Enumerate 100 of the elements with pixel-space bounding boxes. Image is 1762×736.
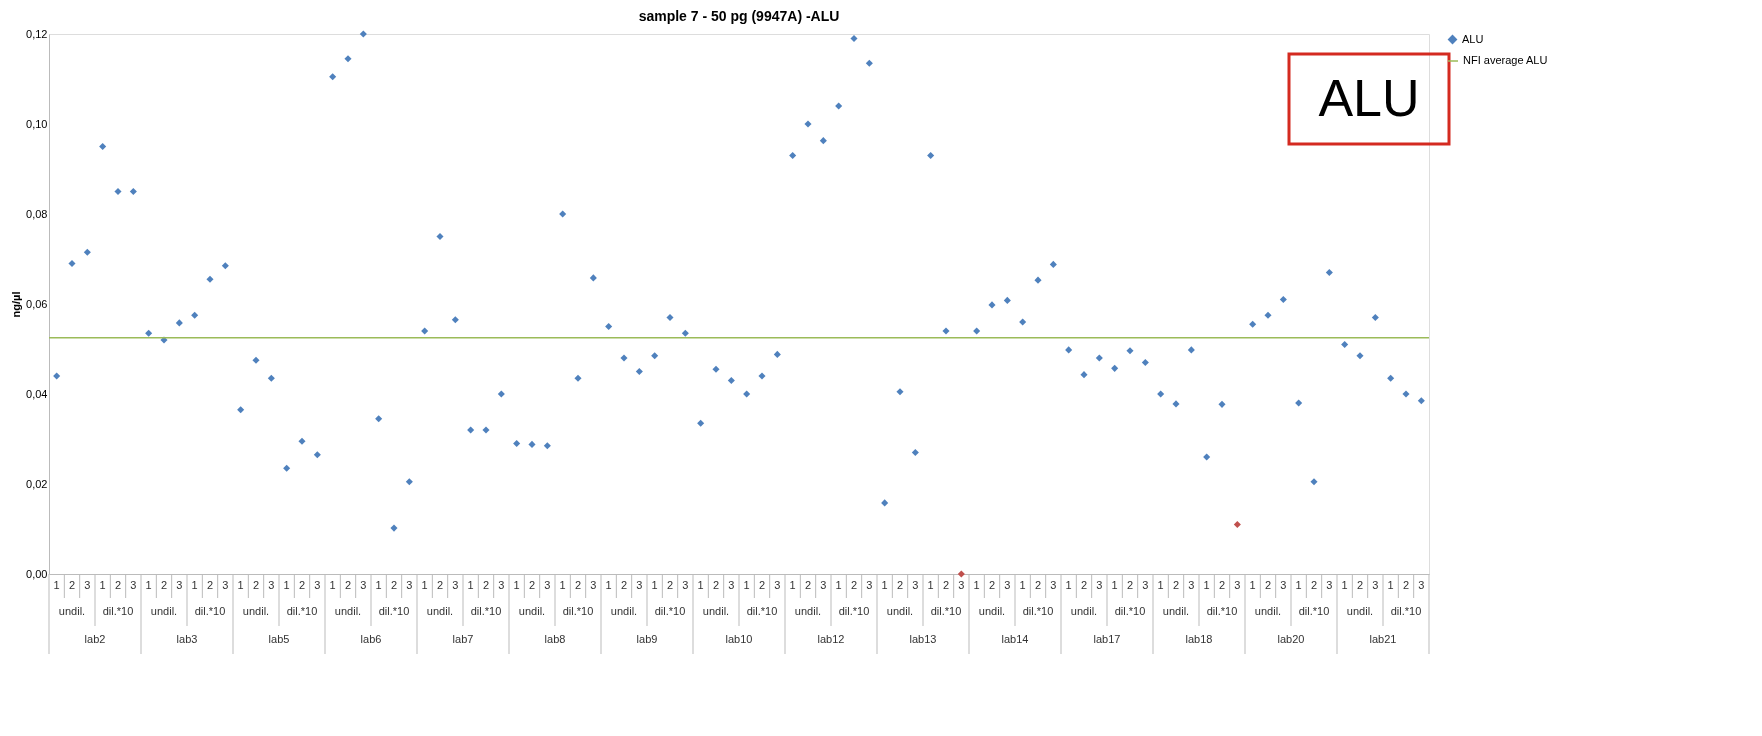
x-tick-label: 1 bbox=[329, 579, 336, 591]
x-tick-label: 3 bbox=[268, 579, 275, 591]
x-tick-label: 2 bbox=[758, 579, 766, 591]
y-tick-label: 0,02 bbox=[26, 477, 48, 490]
x-tick-label: 3 bbox=[1280, 579, 1287, 591]
x-tick-label: 2 bbox=[1218, 579, 1226, 591]
x-tick-label: 2 bbox=[1080, 579, 1088, 591]
x-tick-label: 3 bbox=[866, 579, 873, 591]
x-tick-label: 2 bbox=[436, 579, 444, 591]
text: undil. bbox=[1070, 605, 1098, 617]
text: undil. bbox=[1162, 605, 1190, 617]
text: lab12 bbox=[817, 633, 845, 645]
x-tick-label: 3 bbox=[774, 579, 781, 591]
x-tick-label: 3 bbox=[912, 579, 919, 591]
text: lab9 bbox=[636, 633, 658, 645]
x-tick-label: 3 bbox=[1234, 579, 1241, 591]
y-tick-label: 0,10 bbox=[26, 117, 48, 130]
x-tick-label: 2 bbox=[298, 579, 306, 591]
x-tick-label: 1 bbox=[1387, 579, 1394, 591]
text: undil. bbox=[794, 605, 822, 617]
text: dil.*10 bbox=[470, 605, 502, 617]
x-tick-label: 3 bbox=[1096, 579, 1103, 591]
x-tick-label: 3 bbox=[176, 579, 183, 591]
text: undil. bbox=[58, 605, 86, 617]
x-tick-label: 3 bbox=[1050, 579, 1057, 591]
text: undil. bbox=[334, 605, 362, 617]
x-tick-label: 1 bbox=[1203, 579, 1210, 591]
text: lab17 bbox=[1093, 633, 1121, 645]
x-tick-label: 2 bbox=[942, 579, 950, 591]
x-tick-label: 3 bbox=[314, 579, 321, 591]
x-tick-label: 2 bbox=[1356, 579, 1364, 591]
x-tick-label: 1 bbox=[605, 579, 612, 591]
x-tick-label: 2 bbox=[528, 579, 536, 591]
x-tick-label: 2 bbox=[206, 579, 214, 591]
x-tick-label: 2 bbox=[620, 579, 628, 591]
x-tick-label: 1 bbox=[53, 579, 60, 591]
x-tick-label: 1 bbox=[559, 579, 566, 591]
x-tick-label: 2 bbox=[988, 579, 996, 591]
text: undil. bbox=[886, 605, 914, 617]
text: lab10 bbox=[725, 633, 753, 645]
x-tick-label: 2 bbox=[1310, 579, 1318, 591]
text: dil.*10 bbox=[378, 605, 410, 617]
text: lab6 bbox=[360, 633, 382, 645]
x-tick-label: 3 bbox=[590, 579, 597, 591]
text: lab13 bbox=[909, 633, 937, 645]
text: dil.*10 bbox=[562, 605, 594, 617]
x-tick-label: 2 bbox=[896, 579, 904, 591]
x-tick-label: 3 bbox=[820, 579, 827, 591]
x-tick-label: 1 bbox=[283, 579, 290, 591]
x-tick-label: 3 bbox=[1188, 579, 1195, 591]
x-tick-label: 2 bbox=[666, 579, 674, 591]
x-tick-label: 2 bbox=[482, 579, 490, 591]
x-tick-label: 3 bbox=[958, 579, 965, 591]
x-tick-label: 2 bbox=[1126, 579, 1134, 591]
text: lab14 bbox=[1001, 633, 1029, 645]
x-tick-label: 1 bbox=[927, 579, 934, 591]
y-tick-label: 0,08 bbox=[26, 207, 48, 220]
x-tick-label: 2 bbox=[160, 579, 168, 591]
text: dil.*10 bbox=[746, 605, 778, 617]
text: lab5 bbox=[268, 633, 290, 645]
x-tick-label: 2 bbox=[1264, 579, 1272, 591]
x-tick-label: 2 bbox=[252, 579, 260, 591]
x-tick-label: 1 bbox=[1295, 579, 1302, 591]
x-tick-label: 3 bbox=[1418, 579, 1425, 591]
y-axis-title: ng/µl bbox=[10, 291, 23, 318]
x-tick-label: 3 bbox=[406, 579, 413, 591]
x-tick-label: 2 bbox=[1172, 579, 1180, 591]
x-tick-label: 3 bbox=[498, 579, 505, 591]
text: dil.*10 bbox=[838, 605, 870, 617]
x-tick-label: 1 bbox=[513, 579, 520, 591]
x-tick-label: 2 bbox=[804, 579, 812, 591]
annotation: ALU bbox=[1318, 69, 1420, 127]
x-tick-label: 3 bbox=[360, 579, 367, 591]
x-tick-label: 3 bbox=[636, 579, 643, 591]
text: dil.*10 bbox=[1022, 605, 1054, 617]
text: lab7 bbox=[452, 633, 474, 645]
x-tick-label: 2 bbox=[712, 579, 720, 591]
text: lab3 bbox=[176, 633, 198, 645]
x-tick-label: 1 bbox=[973, 579, 980, 591]
y-tick-label: 0,12 bbox=[26, 27, 48, 40]
x-tick-label: 3 bbox=[1142, 579, 1149, 591]
x-tick-label: 2 bbox=[850, 579, 858, 591]
x-tick-label: 2 bbox=[344, 579, 352, 591]
text: undil. bbox=[1254, 605, 1282, 617]
x-tick-label: 3 bbox=[544, 579, 551, 591]
x-tick-label: 1 bbox=[191, 579, 198, 591]
y-tick-label: 0,00 bbox=[26, 567, 48, 580]
text: dil.*10 bbox=[1114, 605, 1146, 617]
x-tick-label: 3 bbox=[222, 579, 229, 591]
x-tick-label: 3 bbox=[84, 579, 91, 591]
x-tick-label: 3 bbox=[1372, 579, 1379, 591]
text: lab18 bbox=[1185, 633, 1213, 645]
x-tick-label: 1 bbox=[99, 579, 106, 591]
x-tick-label: 3 bbox=[728, 579, 735, 591]
x-tick-label: 3 bbox=[1004, 579, 1011, 591]
x-tick-label: 2 bbox=[114, 579, 122, 591]
x-tick-label: 1 bbox=[1065, 579, 1072, 591]
x-tick-label: 1 bbox=[697, 579, 704, 591]
text: undil. bbox=[426, 605, 454, 617]
x-tick-label: 1 bbox=[467, 579, 474, 591]
